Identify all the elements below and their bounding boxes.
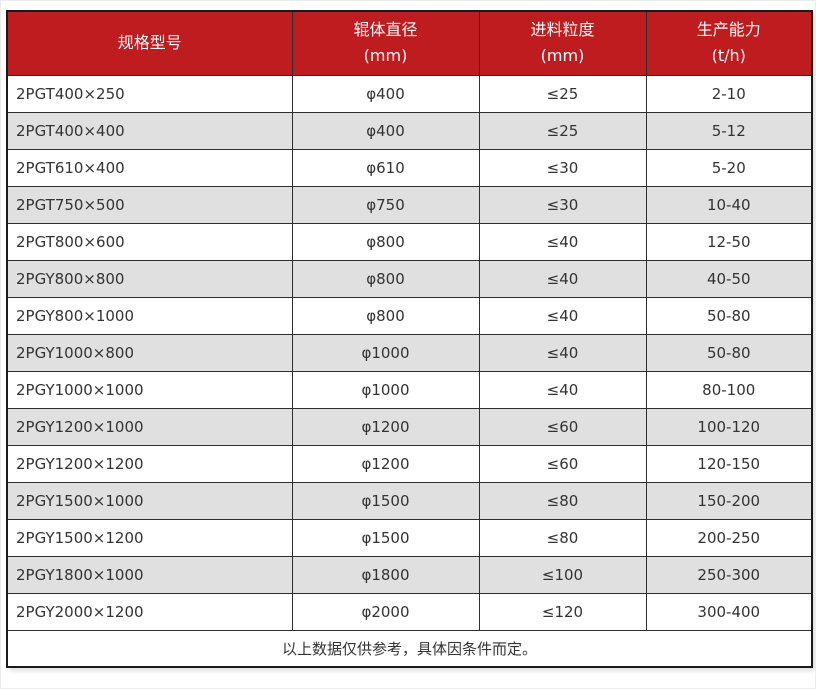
table-row: 2PGY800×800 φ800 ≤40 40-50 — [6, 259, 813, 298]
feed-size-cell: ≤40 — [478, 370, 647, 409]
diameter-cell: φ1200 — [291, 407, 480, 446]
table-row: 2PGY1800×1000 φ1800 ≤100 250-300 — [6, 555, 813, 594]
col-header-diameter-unit: (mm) — [363, 46, 408, 66]
feed-size-cell: ≤120 — [478, 592, 647, 631]
model-cell: 2PGY1200×1200 — [6, 444, 293, 483]
capacity-cell: 50-80 — [645, 333, 813, 372]
diameter-cell: φ1200 — [291, 444, 480, 483]
table-row: 2PGY2000×1200 φ2000 ≤120 300-400 — [6, 592, 813, 631]
table-row: 2PGY1200×1200 φ1200 ≤60 120-150 — [6, 444, 813, 483]
capacity-cell: 300-400 — [645, 592, 813, 631]
capacity-cell: 120-150 — [645, 444, 813, 483]
diameter-cell: φ1500 — [291, 481, 480, 520]
table-row: 2PGT610×400 φ610 ≤30 5-20 — [6, 148, 813, 187]
capacity-cell: 5-20 — [645, 148, 813, 187]
col-header-capacity-label: 生产能力 — [696, 20, 761, 40]
feed-size-cell: ≤25 — [478, 111, 647, 150]
capacity-cell: 2-10 — [645, 74, 813, 113]
table-footer: 以上数据仅供参考，具体因条件而定。 — [6, 629, 813, 668]
header-row: 规格型号 辊体直径 (mm) 进料粒度 (mm) 生产能力 (t/h) — [6, 10, 813, 76]
feed-size-cell: ≤40 — [478, 296, 647, 335]
feed-size-cell: ≤80 — [478, 518, 647, 557]
model-cell: 2PGY1000×800 — [6, 333, 293, 372]
table-row: 2PGT400×400 φ400 ≤25 5-12 — [6, 111, 813, 150]
diameter-cell: φ1800 — [291, 555, 480, 594]
col-header-diameter: 辊体直径 (mm) — [291, 10, 480, 76]
feed-size-cell: ≤30 — [478, 185, 647, 224]
spec-table: 规格型号 辊体直径 (mm) 进料粒度 (mm) 生产能力 (t/h) 2PGT… — [6, 10, 813, 668]
table-row: 2PGT750×500 φ750 ≤30 10-40 — [6, 185, 813, 224]
diameter-cell: φ400 — [291, 111, 480, 150]
capacity-cell: 200-250 — [645, 518, 813, 557]
capacity-cell: 100-120 — [645, 407, 813, 446]
model-cell: 2PGY800×1000 — [6, 296, 293, 335]
col-header-feed-size: 进料粒度 (mm) — [478, 10, 647, 76]
table-row: 2PGY1000×800 φ1000 ≤40 50-80 — [6, 333, 813, 372]
capacity-cell: 12-50 — [645, 222, 813, 261]
col-header-capacity-unit: (t/h) — [711, 46, 746, 66]
capacity-cell: 50-80 — [645, 296, 813, 335]
col-header-feed-size-unit: (mm) — [540, 46, 585, 66]
model-cell: 2PGT400×250 — [6, 74, 293, 113]
diameter-cell: φ800 — [291, 259, 480, 298]
footnote-row: 以上数据仅供参考，具体因条件而定。 — [6, 629, 813, 668]
diameter-cell: φ2000 — [291, 592, 480, 631]
model-cell: 2PGY1800×1000 — [6, 555, 293, 594]
col-header-capacity: 生产能力 (t/h) — [645, 10, 813, 76]
model-cell: 2PGY1000×1000 — [6, 370, 293, 409]
feed-size-cell: ≤100 — [478, 555, 647, 594]
model-cell: 2PGY1200×1000 — [6, 407, 293, 446]
diameter-cell: φ800 — [291, 222, 480, 261]
feed-size-cell: ≤40 — [478, 222, 647, 261]
table-body: 2PGT400×250 φ400 ≤25 2-10 2PGT400×400 φ4… — [6, 74, 813, 631]
diameter-cell: φ1000 — [291, 333, 480, 372]
table-row: 2PGY1200×1000 φ1200 ≤60 100-120 — [6, 407, 813, 446]
diameter-cell: φ800 — [291, 296, 480, 335]
col-header-diameter-label: 辊体直径 — [353, 20, 418, 40]
feed-size-cell: ≤80 — [478, 481, 647, 520]
feed-size-cell: ≤40 — [478, 333, 647, 372]
col-header-model-label: 规格型号 — [117, 33, 182, 53]
diameter-cell: φ750 — [291, 185, 480, 224]
diameter-cell: φ610 — [291, 148, 480, 187]
feed-size-cell: ≤25 — [478, 74, 647, 113]
table-footnote: 以上数据仅供参考，具体因条件而定。 — [6, 629, 813, 668]
model-cell: 2PGT400×400 — [6, 111, 293, 150]
capacity-cell: 40-50 — [645, 259, 813, 298]
model-cell: 2PGY2000×1200 — [6, 592, 293, 631]
capacity-cell: 5-12 — [645, 111, 813, 150]
feed-size-cell: ≤60 — [478, 444, 647, 483]
table-row: 2PGT800×600 φ800 ≤40 12-50 — [6, 222, 813, 261]
model-cell: 2PGY1500×1200 — [6, 518, 293, 557]
table-row: 2PGY1000×1000 φ1000 ≤40 80-100 — [6, 370, 813, 409]
model-cell: 2PGY800×800 — [6, 259, 293, 298]
model-cell: 2PGT610×400 — [6, 148, 293, 187]
col-header-model: 规格型号 — [6, 10, 293, 76]
model-cell: 2PGY1500×1000 — [6, 481, 293, 520]
capacity-cell: 150-200 — [645, 481, 813, 520]
table-row: 2PGY1500×1000 φ1500 ≤80 150-200 — [6, 481, 813, 520]
diameter-cell: φ400 — [291, 74, 480, 113]
diameter-cell: φ1000 — [291, 370, 480, 409]
feed-size-cell: ≤40 — [478, 259, 647, 298]
capacity-cell: 80-100 — [645, 370, 813, 409]
feed-size-cell: ≤60 — [478, 407, 647, 446]
capacity-cell: 10-40 — [645, 185, 813, 224]
model-cell: 2PGT750×500 — [6, 185, 293, 224]
capacity-cell: 250-300 — [645, 555, 813, 594]
col-header-feed-size-label: 进料粒度 — [530, 20, 595, 40]
table-row: 2PGT400×250 φ400 ≤25 2-10 — [6, 74, 813, 113]
table-row: 2PGY800×1000 φ800 ≤40 50-80 — [6, 296, 813, 335]
feed-size-cell: ≤30 — [478, 148, 647, 187]
model-cell: 2PGT800×600 — [6, 222, 293, 261]
table-header: 规格型号 辊体直径 (mm) 进料粒度 (mm) 生产能力 (t/h) — [6, 10, 813, 76]
diameter-cell: φ1500 — [291, 518, 480, 557]
table-row: 2PGY1500×1200 φ1500 ≤80 200-250 — [6, 518, 813, 557]
